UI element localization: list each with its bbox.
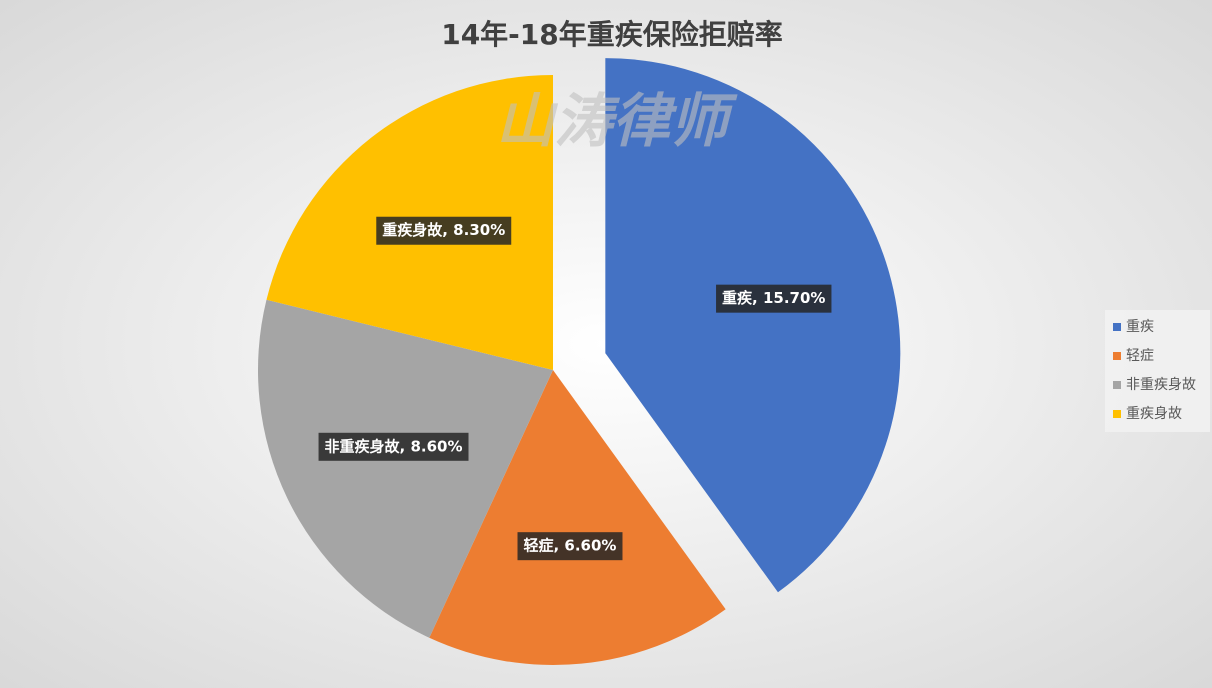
pie-slice <box>605 58 901 593</box>
chart-title: 14年-18年重疾保险拒赔率 <box>441 18 783 51</box>
pie-slice <box>258 299 553 638</box>
data-labels: 重疾, 15.70% 轻症, 6.60% 非重疾身故, 8.60% 重疾身故, 8.3… <box>318 216 832 561</box>
data-label-box <box>318 432 469 461</box>
legend-label: 轻症 <box>1126 348 1154 364</box>
legend-box <box>1105 310 1210 432</box>
pie <box>258 58 901 665</box>
data-label-box <box>376 216 512 245</box>
legend-label: 重疾 <box>1126 319 1154 335</box>
pie-slice <box>429 370 726 665</box>
legend-label: 重疾身故 <box>1126 406 1182 422</box>
legend-swatch <box>1113 323 1121 331</box>
data-label-box <box>517 532 623 561</box>
data-label-text: 轻症, 6.60% <box>524 537 617 555</box>
watermark: 山涛律师 <box>496 87 738 155</box>
data-label: 非重疾身故, 8.60% <box>318 432 469 461</box>
legend-label: 非重疾身故 <box>1126 377 1196 393</box>
data-label: 重疾身故, 8.30% <box>376 216 512 245</box>
legend-swatch <box>1113 381 1121 389</box>
data-label: 重疾, 15.70% <box>716 284 832 313</box>
data-label-text: 重疾, 15.70% <box>722 289 825 307</box>
data-label-text: 重疾身故, 8.30% <box>382 221 505 239</box>
data-label: 轻症, 6.60% <box>517 532 623 561</box>
data-label-text: 非重疾身故, 8.60% <box>325 437 463 455</box>
legend-swatch <box>1113 410 1121 418</box>
data-label-box <box>716 284 832 313</box>
legend-swatch <box>1113 352 1121 360</box>
